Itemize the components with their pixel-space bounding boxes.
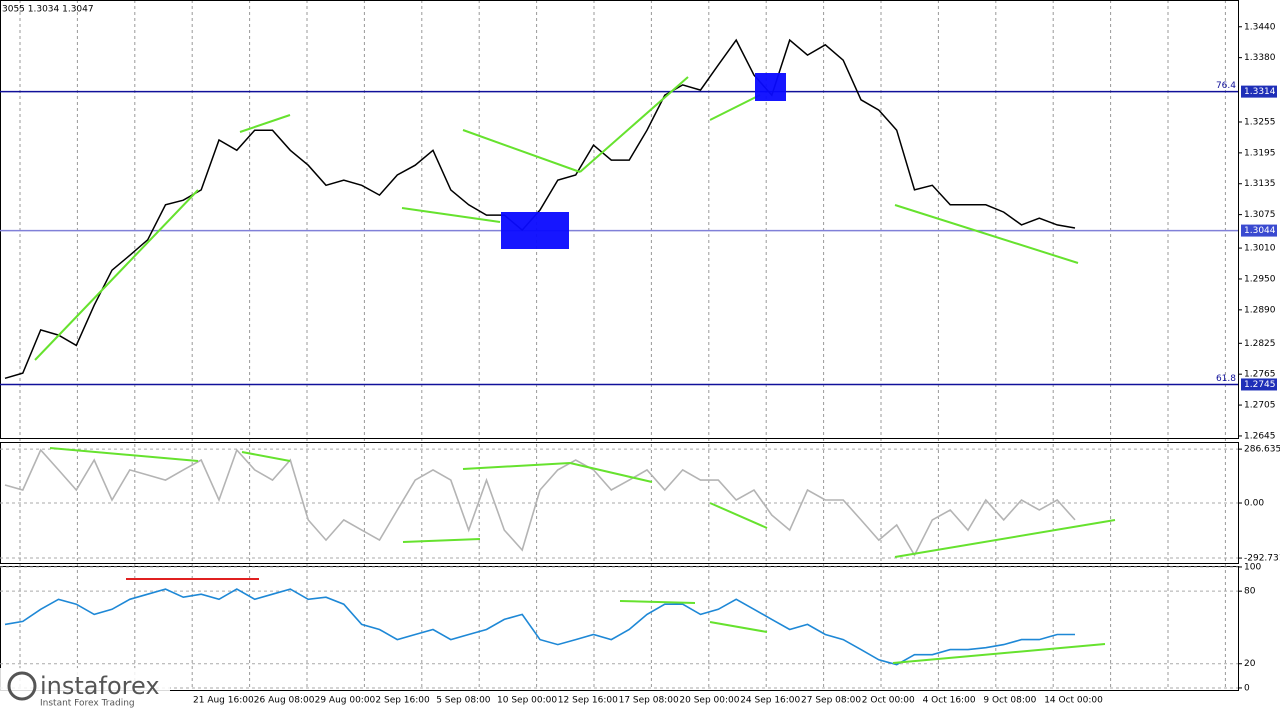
fib-label: 61.8: [1216, 374, 1236, 384]
trend-line: [241, 451, 291, 462]
trend-line: [401, 207, 501, 223]
y-tick-label: 1.3135: [1244, 179, 1276, 189]
y-tick-label: 1.2950: [1244, 274, 1276, 284]
header-text: 3055 1.3034 1.3047: [2, 5, 94, 15]
x-tick-label: 20 Sep 00:00: [679, 696, 739, 706]
vertical-grid: [19, 0, 1226, 690]
y-tick-label: 1.2825: [1244, 339, 1276, 349]
level-label-box: [1241, 378, 1277, 391]
x-tick-label: 10 Sep 00:00: [497, 696, 557, 706]
watermark: instaforex Instant Forex Trading: [0, 668, 170, 711]
y-tick-label: 1.2705: [1244, 401, 1276, 411]
y-tick-label: -292.731: [1244, 554, 1280, 564]
trend-line: [619, 600, 696, 604]
trend-line: [709, 621, 768, 633]
trend-line: [239, 114, 291, 133]
trend-line: [892, 643, 1106, 664]
y-tick-label: 1.3195: [1244, 148, 1276, 158]
level-label-box: [1241, 224, 1277, 237]
level-label: 1.2745: [1244, 380, 1276, 390]
trend-line: [402, 538, 481, 543]
x-tick-label: 24 Sep 16:00: [740, 696, 800, 706]
trend-line: [34, 189, 199, 361]
watermark-logo: [7, 671, 37, 701]
trend-line: [569, 462, 653, 483]
y-tick-label: 286.6354: [1244, 445, 1280, 455]
y-tick-label: 1.3255: [1244, 117, 1276, 127]
series-line: [4, 588, 1075, 666]
x-tick-label: 27 Sep 08:00: [801, 696, 861, 706]
y-tick-label: 80: [1244, 587, 1256, 597]
series-line: [4, 448, 1076, 557]
trend-line: [894, 204, 1079, 264]
y-tick-label: 20: [1244, 659, 1256, 669]
watermark-tagline: Instant Forex Trading: [40, 699, 135, 709]
x-tick-label: 14 Oct 00:00: [1044, 696, 1103, 706]
y-tick-label: 1.2765: [1244, 370, 1276, 380]
level-label: 1.3314: [1244, 87, 1276, 97]
trend-lines: [34, 76, 1116, 664]
y-tick-label: 0.00: [1244, 499, 1264, 509]
y-tick-label: 1.2890: [1244, 305, 1276, 315]
y-tick-label: 100: [1244, 562, 1261, 572]
level-label: 1.3044: [1244, 226, 1276, 236]
x-tick-label: 17 Sep 08:00: [619, 696, 679, 706]
zone-box: [501, 212, 569, 249]
y-tick-label: 1.3440: [1244, 22, 1276, 32]
trend-line: [579, 76, 689, 173]
x-tick-label: 4 Oct 16:00: [923, 696, 976, 706]
y-tick-label: 1.3075: [1244, 210, 1276, 220]
y-tick-label: 0: [1244, 683, 1250, 693]
fib-label: 76.4: [1216, 81, 1236, 91]
trend-line: [894, 519, 1116, 558]
x-tick-label: 9 Oct 08:00: [983, 696, 1036, 706]
y-tick-label: 1.3010: [1244, 244, 1276, 254]
watermark-brand: instaforex: [40, 672, 160, 700]
x-tick-label: 26 Aug 08:00: [254, 696, 315, 706]
x-tick-label: 2 Oct 00:00: [862, 696, 915, 706]
series-line: [4, 38, 1076, 380]
x-tick-label: 5 Sep 08:00: [436, 696, 491, 706]
x-tick-label: 2 Sep 16:00: [375, 696, 430, 706]
x-tick-label: 29 Aug 00:00: [315, 696, 376, 706]
price-panel-border: [0, 0, 1239, 439]
trend-line: [462, 129, 581, 173]
x-tick-label: 12 Sep 16:00: [558, 696, 618, 706]
x-tick-label: 21 Aug 16:00: [193, 696, 254, 706]
trend-line: [709, 94, 761, 121]
trend-line: [709, 502, 768, 529]
trend-line: [462, 462, 571, 470]
level-label-box: [1241, 85, 1277, 98]
y-tick-label: 1.2645: [1244, 431, 1276, 441]
trend-line: [49, 447, 199, 462]
zone-box: [755, 73, 786, 101]
y-tick-label: 1.3380: [1244, 53, 1276, 63]
